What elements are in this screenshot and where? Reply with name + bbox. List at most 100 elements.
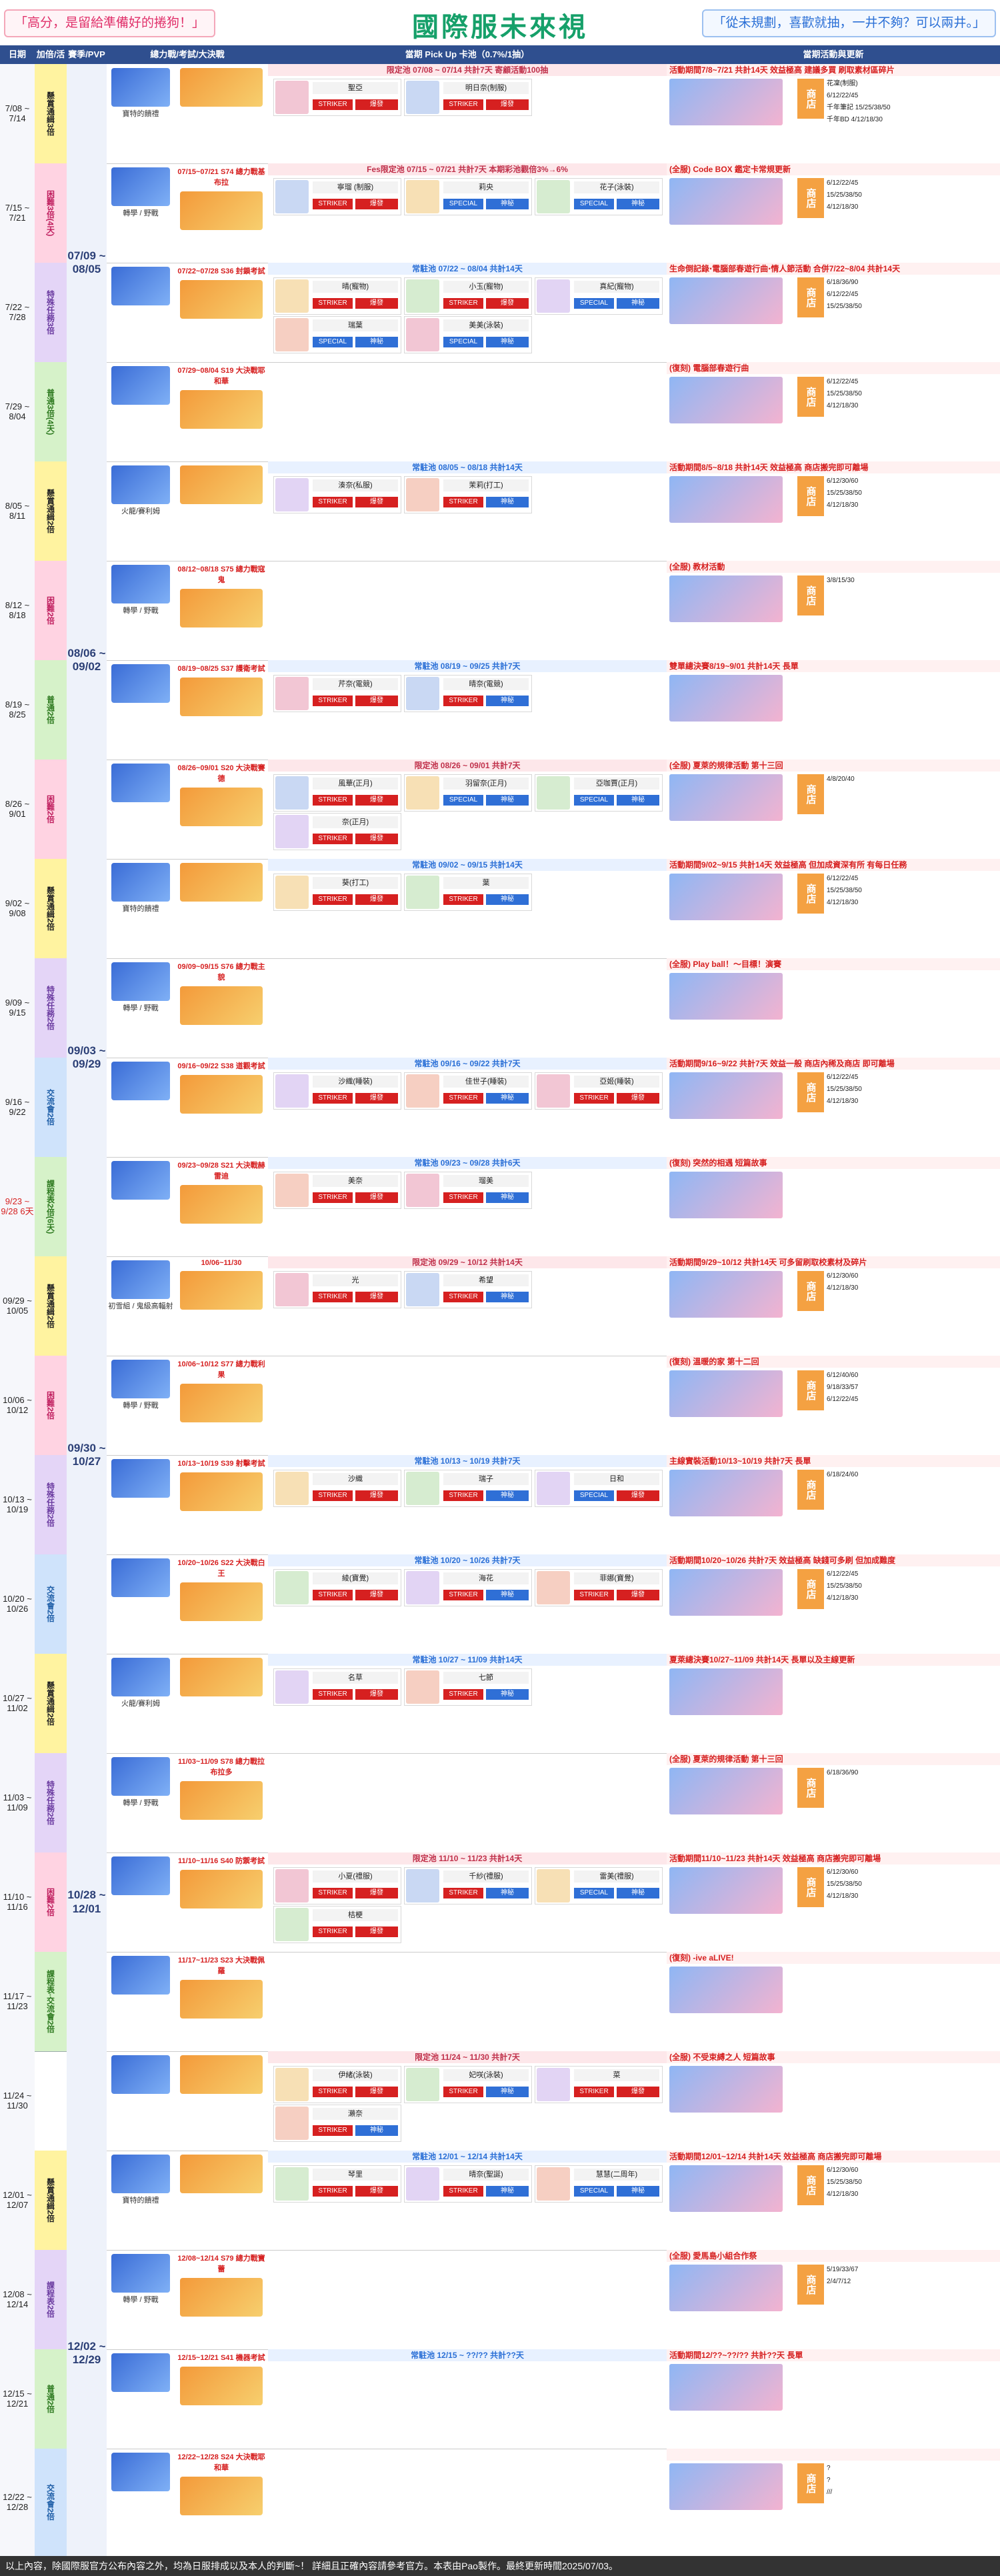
character-card[interactable]: 瑞子 STRIKER 神秘 [404, 1470, 532, 1507]
character-card[interactable]: 希望 STRIKER 神秘 [404, 1271, 532, 1308]
character-card[interactable]: 湊奈(私服) STRIKER 爆發 [273, 476, 401, 513]
character-card[interactable]: 小夏(禮服) STRIKER 爆發 [273, 1867, 401, 1904]
raid-cell[interactable]: 初雪組 / 鬼級高輻射 [107, 1256, 175, 1356]
character-card[interactable]: 瑠美 STRIKER 神秘 [404, 1172, 532, 1209]
character-card[interactable]: 沙織(睡裝) STRIKER 爆發 [273, 1072, 401, 1110]
character-card[interactable]: 寧瑠 (制服) STRIKER 爆發 [273, 178, 401, 215]
raid-cell[interactable] [107, 1058, 175, 1158]
main-battle-cell[interactable]: 09/16~09/22 S38 道觀考試 [175, 1058, 268, 1158]
character-card[interactable]: 菜 STRIKER 爆發 [535, 2066, 663, 2103]
character-card[interactable]: 海花 STRIKER 神秘 [404, 1569, 532, 1606]
character-card[interactable]: 沙織 STRIKER 爆發 [273, 1470, 401, 1507]
character-card[interactable]: 光 STRIKER 爆發 [273, 1271, 401, 1308]
activity-banner[interactable] [669, 476, 783, 523]
raid-cell[interactable]: 轉學 / 野戰 [107, 2250, 175, 2350]
activity-banner[interactable] [669, 2165, 783, 2212]
main-battle-cell[interactable]: 11/10~11/16 S40 防禦考試 [175, 1852, 268, 1953]
character-card[interactable]: 伊緒(泳裝) STRIKER 爆發 [273, 2066, 401, 2103]
activity-banner[interactable] [669, 2265, 783, 2311]
activity-banner[interactable] [669, 79, 783, 125]
activity-banner[interactable] [669, 1072, 783, 1119]
main-battle-cell[interactable] [175, 859, 268, 959]
raid-cell[interactable] [107, 1157, 175, 1257]
main-battle-cell[interactable] [175, 64, 268, 164]
character-card[interactable]: 亞咖賈(正月) SPECIAL 神秘 [535, 774, 663, 812]
raid-cell[interactable]: 轉學 / 野戰 [107, 1356, 175, 1456]
character-card[interactable]: 莉央 SPECIAL 神秘 [404, 178, 532, 215]
activity-banner[interactable] [669, 575, 783, 622]
character-card[interactable]: 芹奈(電競) STRIKER 爆發 [273, 675, 401, 712]
raid-cell[interactable]: 火龍/賽利姆 [107, 1654, 175, 1754]
character-card[interactable]: 晴(寵物) STRIKER 爆發 [273, 277, 401, 315]
raid-cell[interactable]: 轉學 / 野戰 [107, 561, 175, 661]
character-card[interactable]: 亞姬(睡裝) STRIKER 爆發 [535, 1072, 663, 1110]
raid-cell[interactable]: 轉學 / 野戰 [107, 1753, 175, 1853]
activity-banner[interactable] [669, 774, 783, 821]
character-card[interactable]: 瀨奈 STRIKER 神秘 [273, 2105, 401, 2142]
raid-cell[interactable] [107, 1952, 175, 2052]
main-battle-cell[interactable]: 12/08~12/14 S79 總力戰寶蕾 [175, 2250, 268, 2350]
main-battle-cell[interactable] [175, 2051, 268, 2151]
raid-cell[interactable] [107, 362, 175, 462]
character-card[interactable]: 花子(泳裝) SPECIAL 神秘 [535, 178, 663, 215]
activity-banner[interactable] [669, 874, 783, 920]
main-battle-cell[interactable]: 08/26~09/01 S20 大決戰賽德 [175, 760, 268, 860]
activity-banner[interactable] [669, 1768, 783, 1814]
main-battle-cell[interactable]: 12/15~12/21 S41 機器考試 [175, 2349, 268, 2449]
character-card[interactable]: 真紀(寵物) SPECIAL 神秘 [535, 277, 663, 315]
character-card[interactable]: 妃咲(泳裝) STRIKER 神秘 [404, 2066, 532, 2103]
character-card[interactable]: 美美(泳裝) SPECIAL 神秘 [404, 316, 532, 353]
raid-cell[interactable] [107, 1554, 175, 1654]
main-battle-cell[interactable]: 07/22~07/28 S36 封鎖考試 [175, 263, 268, 363]
character-card[interactable]: 葵(打工) STRIKER 爆發 [273, 874, 401, 911]
character-card[interactable]: 桔梗 STRIKER 爆發 [273, 1906, 401, 1943]
main-battle-cell[interactable]: 07/15~07/21 S74 總力戰基布拉 [175, 163, 268, 263]
character-card[interactable]: 明日奈(制服) STRIKER 爆發 [404, 79, 532, 116]
character-card[interactable]: 琴里 STRIKER 爆發 [273, 2165, 401, 2203]
main-battle-cell[interactable]: 10/06~11/30 [175, 1256, 268, 1356]
character-card[interactable]: 晴奈(聖誕) STRIKER 神秘 [404, 2165, 532, 2203]
character-card[interactable]: 慧慧(二周年) SPECIAL 神秘 [535, 2165, 663, 2203]
character-card[interactable]: 葉 STRIKER 神秘 [404, 874, 532, 911]
activity-banner[interactable] [669, 1867, 783, 1914]
character-card[interactable]: 美奈 STRIKER 爆發 [273, 1172, 401, 1209]
activity-banner[interactable] [669, 377, 783, 423]
raid-cell[interactable] [107, 1455, 175, 1555]
character-card[interactable]: 千紗(禮服) STRIKER 神秘 [404, 1867, 532, 1904]
raid-cell[interactable] [107, 2349, 175, 2449]
character-card[interactable]: 羽留奈(正月) SPECIAL 神秘 [404, 774, 532, 812]
activity-banner[interactable] [669, 1271, 783, 1318]
main-battle-cell[interactable]: 08/19~08/25 S37 護衛考試 [175, 660, 268, 760]
raid-cell[interactable]: 火龍/賽利姆 [107, 461, 175, 561]
main-battle-cell[interactable]: 08/12~08/18 S75 總力戰寇鬼 [175, 561, 268, 661]
activity-banner[interactable] [669, 2463, 783, 2510]
character-card[interactable]: 日和 SPECIAL 爆發 [535, 1470, 663, 1507]
main-battle-cell[interactable]: 10/20~10/26 S22 大決戰白王 [175, 1554, 268, 1654]
character-card[interactable]: 瑞葉 SPECIAL 神秘 [273, 316, 401, 353]
main-battle-cell[interactable]: 12/22~12/28 S24 大決戰耶和華 [175, 2449, 268, 2557]
activity-banner[interactable] [669, 973, 783, 1020]
character-card[interactable]: 綾(寶覺) STRIKER 爆發 [273, 1569, 401, 1606]
activity-banner[interactable] [669, 178, 783, 225]
main-battle-cell[interactable]: 09/09~09/15 S76 總力戰主貌 [175, 958, 268, 1058]
raid-cell[interactable]: 轉學 / 野戰 [107, 163, 175, 263]
activity-banner[interactable] [669, 1370, 783, 1417]
activity-banner[interactable] [669, 1569, 783, 1616]
main-battle-cell[interactable]: 11/17~11/23 S23 大決戰佩羅 [175, 1952, 268, 2052]
character-card[interactable]: 佳世子(睡裝) STRIKER 神秘 [404, 1072, 532, 1110]
raid-cell[interactable] [107, 1852, 175, 1953]
raid-cell[interactable] [107, 760, 175, 860]
character-card[interactable]: 名草 STRIKER 爆發 [273, 1668, 401, 1706]
raid-cell[interactable]: 轉學 / 野戰 [107, 958, 175, 1058]
character-card[interactable]: 聖亞 STRIKER 爆發 [273, 79, 401, 116]
raid-cell[interactable] [107, 263, 175, 363]
main-battle-cell[interactable] [175, 461, 268, 561]
activity-banner[interactable] [669, 675, 783, 722]
character-card[interactable]: 晴奈(電競) STRIKER 神秘 [404, 675, 532, 712]
character-card[interactable]: 風華(正月) STRIKER 爆發 [273, 774, 401, 812]
character-card[interactable]: 七節 STRIKER 神秘 [404, 1668, 532, 1706]
character-card[interactable]: 茉莉(打工) STRIKER 神秘 [404, 476, 532, 513]
activity-banner[interactable] [669, 1967, 783, 2013]
activity-banner[interactable] [669, 2066, 783, 2113]
raid-cell[interactable] [107, 660, 175, 760]
